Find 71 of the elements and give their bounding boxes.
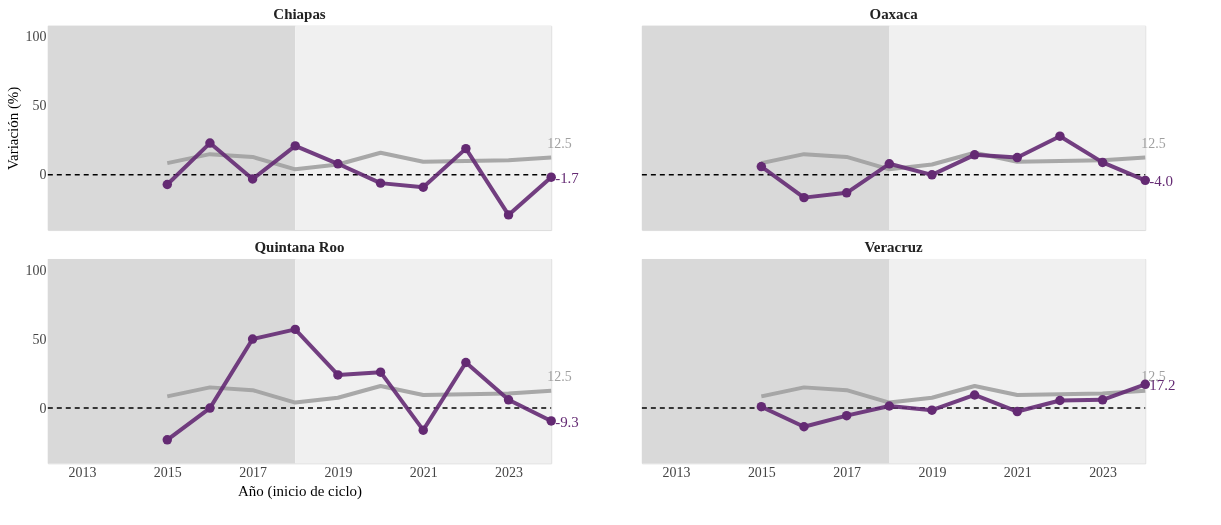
point <box>418 425 428 435</box>
point <box>247 174 258 184</box>
data-label: 12.5 <box>547 135 572 151</box>
point <box>461 143 471 154</box>
x-tick-label: 2023 <box>1089 464 1118 480</box>
line-series <box>165 383 554 405</box>
x-axis-title: Año (inicio de ciclo) <box>238 482 363 500</box>
x-tick-label: 2023 <box>495 464 523 480</box>
point <box>418 182 428 192</box>
point <box>969 390 980 400</box>
x-tick-label: 2021 <box>1003 464 1032 480</box>
point <box>205 138 215 148</box>
x-tick-label: 2015 <box>747 464 776 480</box>
point <box>546 172 556 182</box>
y-tick-label: 100 <box>25 29 47 45</box>
point <box>375 178 386 188</box>
x-tick-label: 2017 <box>239 464 268 480</box>
point <box>333 159 343 169</box>
point <box>841 410 852 421</box>
point <box>1140 175 1150 186</box>
point <box>799 422 809 432</box>
point <box>969 150 980 160</box>
chart-title: Quintana Roo <box>254 239 345 255</box>
data-label: -1.7 <box>555 170 580 187</box>
point <box>1055 131 1065 141</box>
x-tick-label: 2013 <box>662 464 691 480</box>
point <box>205 403 215 413</box>
point <box>927 405 937 415</box>
y-tick-label: 0 <box>39 167 47 183</box>
y-tick-label: 0 <box>39 400 47 416</box>
point <box>884 401 895 411</box>
point <box>162 179 173 190</box>
point <box>927 170 937 180</box>
point <box>756 161 767 172</box>
point <box>1012 406 1023 417</box>
point <box>333 370 343 380</box>
point <box>1097 395 1108 405</box>
x-tick-label: 2015 <box>153 464 182 480</box>
y-tick-label: 50 <box>32 331 47 347</box>
point <box>247 334 258 344</box>
point <box>503 210 514 220</box>
point <box>756 401 767 412</box>
point <box>1012 152 1023 163</box>
point <box>884 159 895 169</box>
data-label: -4.0 <box>1149 173 1173 190</box>
y-tick-label: 50 <box>32 98 47 114</box>
data-label: -9.3 <box>555 413 579 430</box>
chart-title: Chiapas <box>273 5 326 22</box>
point <box>1055 395 1065 406</box>
point <box>290 141 300 151</box>
point <box>799 192 809 203</box>
y-tick-label: 100 <box>25 262 47 278</box>
data-label: 12.5 <box>1141 135 1166 151</box>
chart-title: Veracruz <box>864 239 924 255</box>
point <box>841 188 852 198</box>
point <box>503 395 514 405</box>
x-tick-label: 2021 <box>409 464 438 480</box>
chart-title: Oaxaca <box>869 5 919 22</box>
point <box>290 324 300 335</box>
x-tick-label: 2013 <box>68 464 97 480</box>
y-axis-title: Variación (%) <box>5 86 23 171</box>
x-tick-label: 2019 <box>918 464 947 480</box>
point <box>375 367 386 377</box>
line-series <box>165 150 554 172</box>
x-tick-label: 2017 <box>833 464 862 480</box>
data-label: 12.5 <box>547 368 572 384</box>
point <box>162 435 173 445</box>
point <box>1097 157 1108 168</box>
x-tick-label: 2019 <box>324 464 353 480</box>
point <box>461 357 471 368</box>
point <box>546 416 556 426</box>
